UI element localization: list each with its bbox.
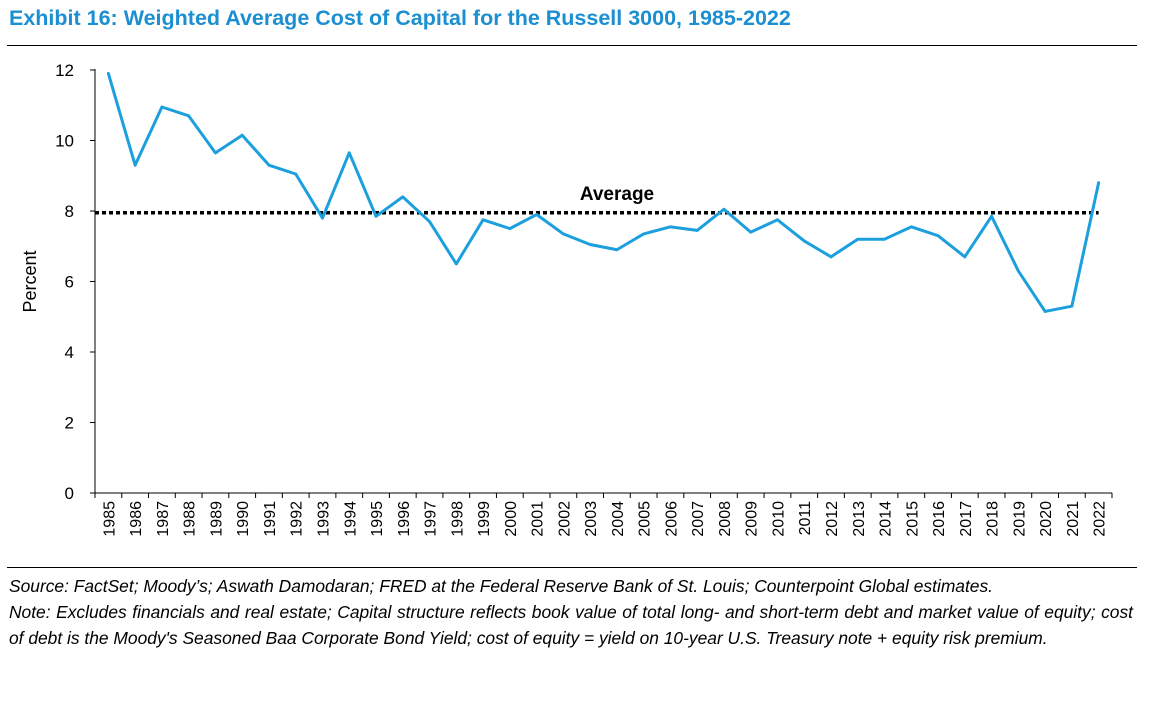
x-tick-label: 1989 (208, 501, 225, 537)
x-tick-label: 2000 (503, 501, 520, 537)
notes-divider (7, 567, 1137, 568)
wacc-data-point (776, 218, 779, 222)
x-tick-label: 1987 (155, 501, 172, 537)
x-tick-label: 1996 (396, 501, 413, 537)
x-tick-label: 2007 (690, 501, 707, 537)
x-tick-label: 1997 (423, 501, 440, 537)
x-tick-label: 2013 (851, 501, 868, 537)
title-divider (7, 45, 1137, 46)
x-tick-label: 2006 (663, 501, 680, 537)
wacc-data-point (963, 255, 967, 259)
wacc-data-point (133, 163, 137, 167)
x-tick-label: 2015 (904, 501, 921, 537)
source-note: Source: FactSet; Moody’s; Aswath Damodar… (9, 576, 994, 596)
wacc-data-point (561, 232, 565, 236)
x-tick-label: 1999 (476, 501, 493, 537)
x-tick-label: 2016 (931, 501, 948, 537)
x-tick-label: 1988 (182, 501, 199, 537)
x-tick-label: 2011 (797, 501, 814, 536)
wacc-data-point (374, 214, 378, 218)
wacc-data-point (187, 114, 191, 118)
wacc-data-point (990, 214, 993, 218)
x-tick-label: 1995 (369, 501, 386, 537)
method-note: Note: Excludes financials and real estat… (9, 602, 1133, 648)
wacc-data-point (722, 207, 726, 211)
x-tick-label: 1992 (289, 501, 306, 537)
wacc-data-point (160, 105, 164, 109)
wacc-data-point (883, 237, 886, 241)
wacc-data-point (695, 228, 699, 232)
y-tick-label: 10 (55, 132, 74, 151)
x-tick-label: 1985 (101, 501, 118, 537)
x-tick-label: 2001 (530, 501, 547, 537)
wacc-data-point (642, 232, 646, 236)
wacc-data-point (401, 195, 405, 199)
y-tick-label: 6 (65, 273, 74, 292)
average-label: Average (580, 184, 654, 205)
x-tick-label: 2003 (583, 501, 600, 537)
x-tick-label: 2005 (637, 501, 654, 537)
wacc-data-point (321, 216, 324, 220)
wacc-data-point (428, 220, 431, 223)
exhibit-title: Exhibit 16: Weighted Average Cost of Cap… (9, 6, 791, 30)
wacc-data-point (1016, 269, 1020, 273)
x-tick-label: 2020 (1038, 501, 1055, 537)
wacc-data-point (240, 133, 244, 137)
wacc-data-point (749, 230, 753, 234)
y-tick-label: 4 (65, 343, 74, 362)
wacc-data-point (481, 218, 485, 222)
wacc-data-point (1097, 181, 1101, 185)
wacc-data-point (535, 213, 538, 216)
wacc-data-point (829, 255, 833, 259)
y-axis-label: Percent (20, 250, 40, 312)
wacc-data-point (106, 72, 110, 75)
x-tick-label: 1991 (262, 501, 279, 537)
x-tick-label: 1993 (315, 501, 332, 537)
x-tick-label: 2002 (556, 501, 573, 537)
x-tick-label: 2018 (985, 501, 1002, 537)
x-tick-label: 2009 (744, 501, 761, 537)
wacc-data-point (936, 234, 940, 238)
wacc-data-point (588, 243, 592, 246)
x-tick-label: 2010 (770, 501, 787, 537)
x-tick-label: 1994 (342, 501, 359, 537)
x-tick-label: 2012 (824, 501, 841, 537)
wacc-data-point (454, 262, 458, 266)
wacc-data-point (856, 237, 860, 241)
x-tick-label: 2022 (1092, 501, 1109, 537)
wacc-data-point (669, 225, 672, 229)
wacc-line-chart: 0 2 4 6 8 10 12 Percent 1985 1986 1987 1988 1989 1990… (20, 61, 1113, 537)
y-tick-label: 0 (65, 484, 74, 503)
x-tick-label: 2004 (610, 501, 627, 537)
x-tick-label: 1986 (128, 501, 145, 537)
wacc-data-point (615, 248, 619, 252)
chart-notes: Source: FactSet; Moody’s; Aswath Damodar… (9, 573, 1133, 651)
wacc-data-point (214, 151, 217, 155)
x-tick-label: 2017 (958, 501, 975, 537)
x-tick-label: 2014 (878, 501, 895, 537)
x-tick-label: 2019 (1011, 501, 1028, 537)
x-tick-label: 1998 (449, 501, 466, 537)
x-tick-label: 1990 (235, 501, 252, 537)
wacc-data-point (267, 163, 271, 167)
wacc-data-point (347, 151, 351, 155)
y-tick-label: 12 (55, 61, 74, 80)
wacc-data-point (909, 225, 913, 229)
wacc-series-line (106, 72, 1101, 313)
wacc-data-point (1070, 304, 1074, 308)
x-tick-label: 2008 (717, 501, 734, 537)
wacc-data-point (508, 227, 512, 231)
wacc-data-point (294, 172, 298, 176)
y-tick-label: 8 (65, 202, 74, 221)
y-tick-label: 2 (65, 414, 74, 433)
wacc-data-point (1043, 310, 1047, 313)
wacc-data-point (802, 239, 806, 243)
x-tick-label: 2021 (1065, 501, 1082, 537)
